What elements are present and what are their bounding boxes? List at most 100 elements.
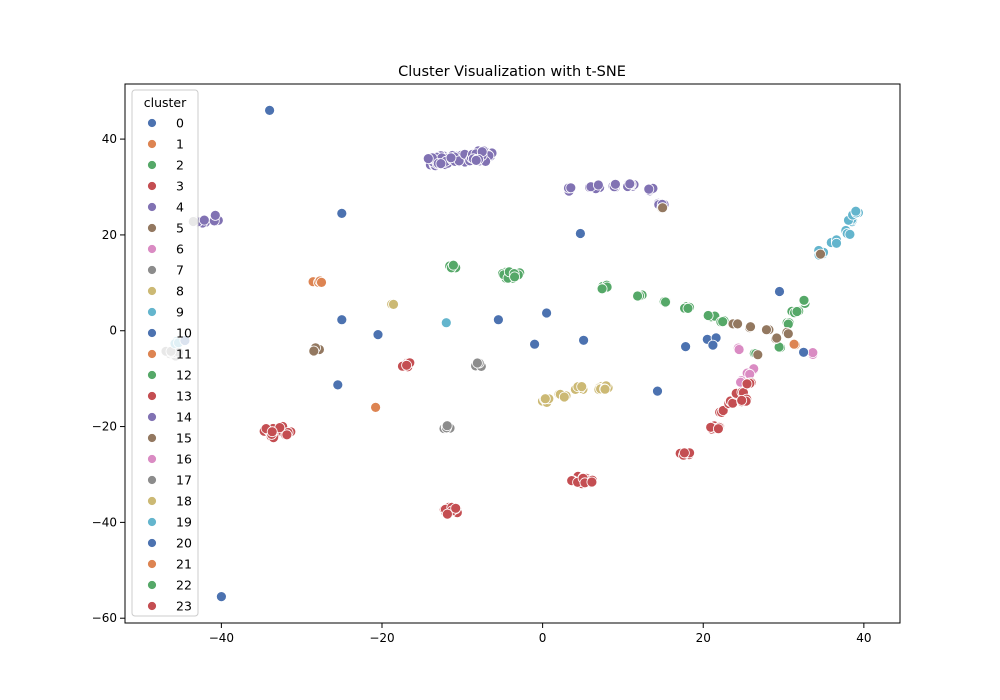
y-tick-label: −60 [92, 611, 117, 625]
legend-marker [147, 475, 157, 485]
data-point-cluster-0 [336, 314, 348, 326]
legend-box [131, 89, 199, 617]
y-tick-label: 20 [102, 228, 117, 242]
data-point-cluster-18 [388, 298, 399, 310]
data-point-cluster-5 [771, 332, 783, 344]
data-point-cluster-18 [599, 383, 611, 395]
data-point-cluster-3 [266, 426, 278, 438]
data-point-cluster-3 [401, 359, 413, 371]
legend-marker [147, 454, 157, 464]
legend-label: 1 [176, 137, 184, 152]
y-tick-label: −40 [92, 515, 117, 529]
legend-marker [147, 433, 157, 443]
legend-marker [147, 307, 157, 317]
legend-label: 13 [176, 389, 192, 404]
data-point-cluster-2 [596, 283, 608, 295]
legend-label: 10 [176, 326, 192, 341]
data-point-cluster-2 [660, 296, 671, 308]
legend-marker [147, 160, 157, 170]
data-point-cluster-1 [788, 338, 800, 350]
data-point-cluster-0 [336, 207, 348, 219]
data-point-cluster-19 [850, 205, 862, 217]
data-point-cluster-15 [657, 202, 668, 214]
data-point-cluster-14 [593, 179, 604, 191]
data-point-cluster-14 [624, 178, 636, 190]
data-point-cluster-5 [752, 349, 764, 361]
legend-marker [147, 244, 157, 254]
y-tick-label: −20 [92, 420, 117, 434]
data-point-cluster-3 [713, 423, 724, 435]
data-point-cluster-14 [435, 158, 447, 170]
data-point-cluster-18 [576, 381, 588, 393]
data-point-cluster-18 [558, 391, 570, 403]
data-point-cluster-14 [610, 178, 621, 190]
data-point-cluster-2 [682, 302, 694, 314]
legend-label: 5 [176, 221, 184, 236]
data-point-cluster-5 [732, 318, 743, 330]
data-point-cluster-0 [529, 338, 540, 350]
data-point-cluster-14 [643, 183, 655, 195]
legend-marker [147, 202, 157, 212]
data-point-cluster-3 [741, 378, 753, 390]
legend-label: 18 [176, 494, 192, 509]
data-point-cluster-5 [308, 345, 320, 357]
data-point-cluster-2 [632, 290, 643, 302]
data-point-cluster-2 [798, 294, 810, 306]
legend-label: 15 [176, 431, 192, 446]
data-point-cluster-0 [492, 314, 504, 326]
x-tick-label: 40 [856, 631, 871, 645]
data-point-cluster-19 [831, 237, 842, 249]
data-point-cluster-14 [445, 152, 457, 164]
legend-marker [147, 349, 157, 359]
legend-label: 16 [176, 452, 192, 467]
data-point-cluster-0 [372, 329, 384, 341]
x-tick-label: 20 [696, 631, 711, 645]
data-point-cluster-3 [717, 405, 729, 416]
legend-label: 6 [176, 242, 184, 257]
data-point-cluster-0 [332, 379, 344, 391]
legend-label: 2 [176, 158, 184, 173]
y-tick-label: 0 [109, 324, 117, 338]
data-point-cluster-18 [539, 393, 551, 405]
chart-title: Cluster Visualization with t-SNE [398, 64, 626, 80]
legend-title: cluster [144, 95, 187, 110]
x-tick-label: −20 [369, 631, 394, 645]
legend-label: 8 [176, 284, 184, 299]
legend-marker [147, 496, 157, 506]
data-point-cluster-5 [782, 328, 794, 340]
legend-marker [147, 517, 157, 527]
legend-marker [147, 559, 157, 569]
legend-marker [147, 370, 157, 380]
data-point-cluster-7 [471, 357, 483, 369]
legend-label: 0 [176, 116, 184, 131]
legend-label: 21 [176, 557, 192, 572]
data-point-cluster-19 [440, 317, 452, 329]
data-point-cluster-2 [509, 271, 520, 283]
data-point-cluster-5 [745, 321, 756, 333]
y-tick-label: 40 [102, 132, 117, 146]
data-point-cluster-14 [565, 182, 577, 194]
legend-marker [147, 538, 157, 548]
data-point-cluster-15 [815, 248, 826, 260]
data-point-cluster-14 [470, 154, 482, 166]
data-point-cluster-2 [717, 316, 729, 328]
data-point-cluster-19 [844, 228, 856, 240]
data-point-cluster-2 [447, 259, 459, 271]
legend-label: 12 [176, 368, 192, 383]
legend-label: 11 [176, 347, 192, 362]
data-point-cluster-0 [652, 385, 663, 397]
legend-label: 20 [176, 536, 192, 551]
data-point-cluster-0 [774, 286, 785, 297]
data-point-cluster-0 [264, 105, 276, 116]
data-point-cluster-14 [209, 209, 221, 221]
data-point-cluster-0 [215, 591, 227, 602]
legend-label: 7 [176, 263, 184, 278]
data-point-cluster-3 [727, 397, 739, 409]
points-layer [160, 105, 864, 602]
legend: cluster012345678910111213141516171819202… [131, 89, 199, 617]
legend-label: 17 [176, 473, 192, 488]
legend-label: 14 [176, 410, 192, 425]
legend-label: 3 [176, 179, 184, 194]
legend-marker [147, 328, 157, 338]
legend-marker [147, 601, 157, 611]
